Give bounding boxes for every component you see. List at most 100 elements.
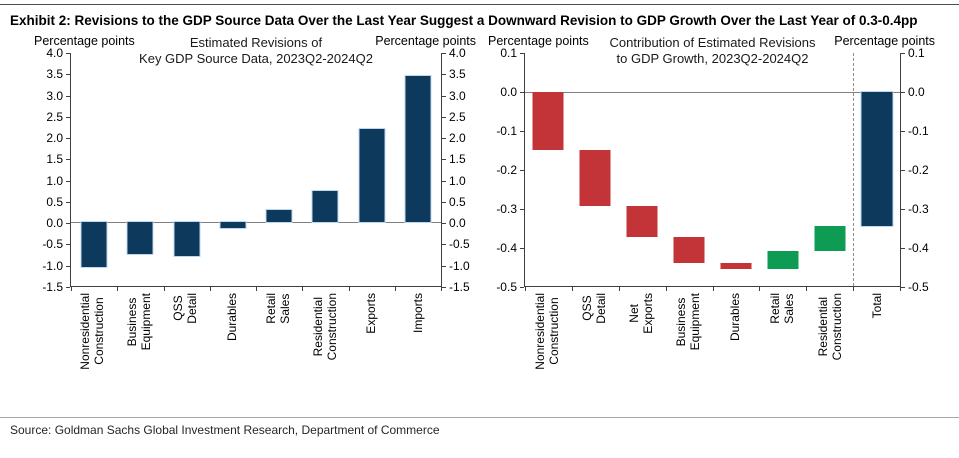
x-label-residential-construction: Residential Construction — [310, 293, 339, 361]
y-tick-label-left: 0.0 — [500, 84, 517, 99]
y-tick-mark-right — [442, 116, 446, 118]
bar-nonresidential-construction — [532, 91, 564, 151]
y-tick-mark-right — [442, 287, 446, 288]
x-label-slot: Business Equipment — [117, 288, 164, 408]
x-tick-mark — [441, 287, 442, 291]
y-tick-label-left: -0.2 — [496, 163, 517, 177]
total-separator-line — [853, 53, 855, 286]
y-axis-right: 0.1 0.0 -0.1 -0.2 -0.3 -0.4 -0.5 — [901, 46, 935, 294]
y-tick-mark-right — [442, 138, 446, 140]
y-tick-mark-right — [442, 223, 446, 225]
y-tick-mark-left — [520, 170, 524, 171]
bar-durables — [720, 262, 752, 269]
x-tick-mark — [618, 287, 620, 291]
y-tick-label-left: -0.4 — [496, 241, 517, 255]
x-label-slot: Total — [854, 288, 901, 408]
y-tick-mark-right — [442, 201, 446, 203]
x-label-nonresidential-construction: Nonresidential Construction — [532, 293, 561, 370]
y-tick-label-right: 4.0 — [449, 46, 466, 60]
y-tick-mark-right — [442, 159, 446, 161]
y-tick-label-right: -1.0 — [449, 258, 470, 273]
x-tick-mark — [712, 287, 714, 291]
y-tick-mark-right — [901, 248, 905, 249]
y-tick-label-right: 3.5 — [449, 67, 466, 82]
y-tick-mark-left — [520, 248, 524, 249]
x-tick-mark — [348, 287, 350, 291]
bar-total — [860, 90, 894, 227]
plot-area — [524, 53, 901, 291]
x-tick-mark — [302, 287, 304, 291]
y-tick-mark-right — [442, 95, 446, 97]
x-label-durables: Durables — [224, 293, 239, 342]
y-tick-mark-left — [520, 53, 524, 54]
y-tick-label-right: -0.4 — [908, 241, 929, 255]
y-tick-label-right: 0.1 — [908, 46, 925, 60]
y-tick-label-right: 1.5 — [449, 152, 466, 167]
y-tick-mark-right — [901, 130, 905, 132]
y-tick-label-left: 2.5 — [46, 109, 63, 124]
y-tick-mark-left — [66, 244, 70, 246]
y-tick-mark-left — [66, 116, 70, 118]
y-tick-mark-left — [66, 95, 70, 97]
y-tick-mark-right — [442, 265, 446, 267]
x-tick-mark — [665, 287, 667, 291]
bar-net-exports — [626, 206, 658, 238]
y-axis-title-right: Percentage points — [375, 34, 476, 48]
source-note: Source: Goldman Sachs Global Investment … — [10, 423, 440, 437]
x-tick-mark — [209, 287, 211, 291]
y-tick-mark-left — [66, 287, 70, 288]
y-tick-label-right: 3.0 — [449, 88, 466, 103]
right-waterfall-chart: Percentage points Percentage points Contri… — [488, 34, 935, 408]
x-tick-mark — [117, 287, 119, 291]
x-label-slot: Residential Construction — [807, 288, 854, 408]
plot-area — [70, 53, 442, 291]
y-tick-label-right: 2.0 — [449, 131, 466, 146]
x-label-net-exports: Net Exports — [627, 293, 655, 334]
x-label-slot: Nonresidential Construction — [70, 288, 117, 408]
bar-retail-sales — [265, 208, 293, 224]
x-label-total: Total — [869, 293, 884, 319]
axis-unit-row: Percentage points Percentage points — [488, 34, 935, 53]
y-axis-left: 4.0 3.5 3.0 2.5 2.0 1.5 1.0 0.5 0.0 -0.5 -1.0 -1.5 — [34, 46, 70, 294]
zero-line — [525, 91, 900, 93]
bar-business-equipment — [673, 237, 705, 263]
x-axis-labels: Nonresidential Construction QSS Detail Net Ex… — [524, 288, 901, 408]
y-tick-label-right: 0.0 — [908, 84, 925, 99]
x-label-slot: QSS Detail — [163, 288, 210, 408]
x-tick-mark — [853, 287, 855, 291]
y-tick-label-right: -1.5 — [449, 280, 470, 294]
left-bar-chart: Percentage points Percentage points Estima… — [34, 34, 476, 408]
chart-title: Estimated Revisions of Key GDP Source Dat… — [139, 35, 373, 67]
x-label-slot: Nonresidential Construction — [524, 288, 571, 408]
x-label-business-equipment: Business Equipment — [674, 293, 702, 351]
x-label-exports: Exports — [364, 293, 379, 334]
x-axis-labels: Nonresidential Construction Business Equipm… — [70, 288, 442, 408]
x-label-slot: Imports — [396, 288, 443, 408]
x-tick-mark — [759, 287, 761, 291]
y-tick-label-left: 0.5 — [46, 194, 63, 209]
y-tick-mark-right — [901, 208, 905, 210]
y-tick-mark-left — [520, 287, 524, 288]
y-tick-label-right: 0.5 — [449, 194, 466, 209]
bar-imports — [404, 75, 432, 224]
x-tick-mark — [394, 287, 396, 291]
axis-unit-row: Percentage points Percentage points — [34, 34, 476, 53]
y-tick-label-left: 1.5 — [46, 152, 63, 167]
bar-qss-detail — [579, 150, 611, 207]
top-divider — [0, 4, 959, 5]
x-label-slot: Durables — [713, 288, 760, 408]
y-tick-label-right: 2.5 — [449, 109, 466, 124]
bar-exports — [358, 128, 386, 224]
x-label-slot: Retail Sales — [760, 288, 807, 408]
y-tick-mark-left — [66, 223, 70, 225]
footer-divider — [0, 417, 959, 418]
y-tick-label-right: -0.2 — [908, 163, 929, 177]
y-tick-mark-right — [442, 53, 446, 54]
y-tick-mark-left — [66, 159, 70, 161]
bar-retail-sales — [767, 251, 799, 269]
y-tick-label-right: -0.1 — [908, 123, 929, 138]
y-tick-mark-left — [66, 74, 70, 76]
charts-row: Percentage points Percentage points Estima… — [0, 32, 959, 408]
chart-body: 0.1 0.0 -0.1 -0.2 -0.3 -0.4 -0.5 0.1 0.0 -0.1 -0.2… — [488, 46, 935, 294]
bar-residential-construction — [814, 225, 846, 252]
